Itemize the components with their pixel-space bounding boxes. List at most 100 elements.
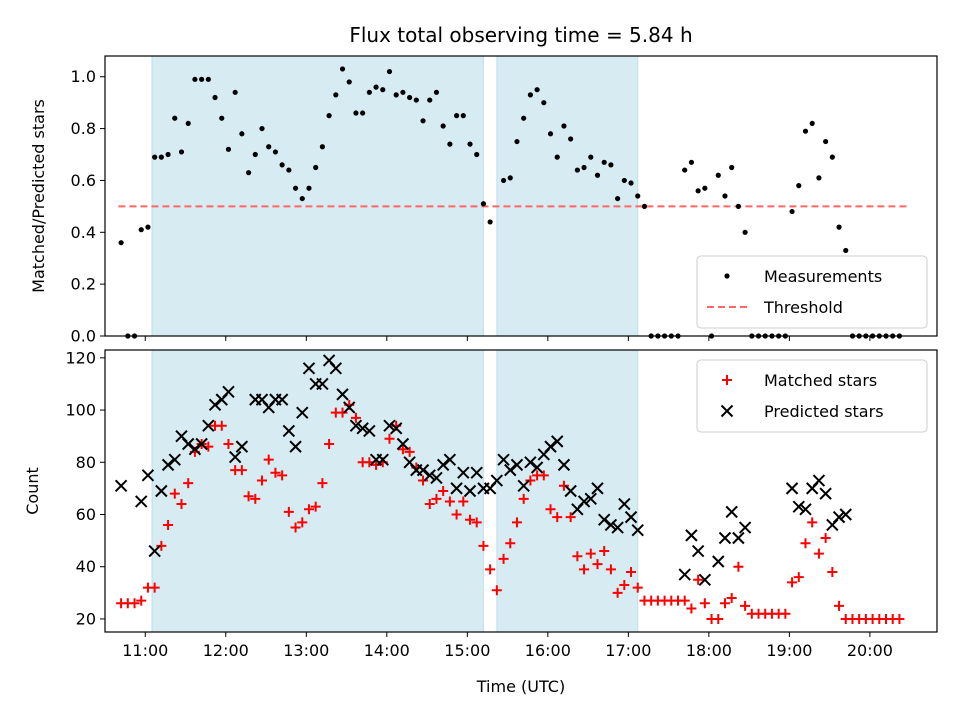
predicted-star-point: [329, 362, 343, 375]
predicted-star-point: [725, 505, 738, 519]
predicted-star-point: [557, 458, 571, 472]
matched-star-point: [800, 538, 811, 549]
plot-frame: [104, 349, 938, 633]
predicted-star-point: [712, 555, 725, 568]
matched-star-point: [404, 446, 415, 457]
legend-label: Threshold: [763, 298, 843, 317]
matched-star-point: [626, 566, 637, 577]
predicted-star-point: [436, 458, 450, 472]
measurement-point: [527, 92, 533, 98]
matched-star-point: [565, 512, 576, 523]
matched-star-point: [693, 574, 704, 585]
x-tick-label: 17:00: [605, 641, 651, 660]
matched-star-point: [418, 475, 429, 486]
measurement-point: [507, 175, 513, 181]
measurement-point: [366, 89, 372, 95]
measurement-point: [239, 131, 245, 137]
x-axis-label: Time (UTC): [476, 677, 565, 696]
measurement-point: [487, 219, 493, 225]
predicted-star-point: [732, 531, 745, 545]
measurement-point: [724, 273, 730, 279]
predicted-star-point: [624, 510, 638, 524]
predicted-star-point: [463, 484, 477, 498]
matched-star-point: [438, 486, 449, 496]
predicted-star-point: [819, 487, 832, 500]
observing-window-span: [496, 55, 639, 337]
legend-label: Matched stars: [764, 371, 877, 390]
measurement-point: [447, 141, 453, 147]
matched-star-point: [827, 566, 838, 577]
predicted-star-point: [155, 484, 168, 498]
measurement-point: [145, 224, 151, 230]
x-tick-label: 18:00: [686, 641, 732, 660]
matched-star-point: [740, 600, 751, 611]
measurement-point: [225, 146, 232, 152]
matched-star-point: [726, 593, 737, 604]
matched-star-point: [277, 470, 288, 481]
measurement-point: [561, 123, 567, 129]
x-tick-label: 13:00: [283, 641, 329, 660]
measurement-point: [286, 167, 292, 173]
measurement-point: [245, 170, 252, 176]
measurement-point: [272, 149, 279, 155]
predicted-star-point: [396, 437, 410, 451]
measurement-point: [353, 110, 359, 116]
predicted-star-point: [839, 508, 852, 521]
matched-star-point: [176, 499, 187, 510]
legend-label: Predicted stars: [764, 402, 884, 421]
predicted-star-point: [517, 479, 530, 492]
matched-star-point: [713, 613, 724, 624]
matched-star-point: [491, 585, 502, 596]
matched-star-point: [250, 493, 261, 504]
x-tick-label: 20:00: [847, 641, 893, 660]
measurement-point: [796, 183, 802, 189]
predicted-star-point: [316, 377, 329, 391]
measurement-point: [702, 185, 708, 191]
measurement-point: [581, 164, 587, 171]
predicted-star-point: [343, 401, 356, 414]
matched-star-point: [820, 533, 831, 543]
matched-star-point: [733, 561, 744, 572]
measurement-point: [534, 87, 540, 93]
measurement-point: [373, 84, 379, 90]
predicted-star-point: [792, 500, 805, 513]
matched-star-point: [465, 514, 476, 525]
predicted-star-point: [564, 484, 577, 498]
measurement-point: [380, 87, 386, 93]
measurement-point: [574, 167, 580, 173]
bottom-y-axis-label: Count: [23, 467, 42, 515]
predicted-star-point: [148, 544, 161, 558]
matched-star-point: [303, 504, 314, 515]
matched-star-point: [371, 459, 382, 470]
matched-star-point: [283, 506, 294, 517]
x-tick-label: 16:00: [525, 641, 571, 660]
predicted-star-point: [135, 495, 148, 508]
measurement-point: [541, 100, 547, 106]
measurement-point: [594, 172, 601, 178]
measurement-point: [474, 151, 480, 158]
measurement-point: [802, 128, 809, 134]
matched-star-point: [163, 519, 174, 530]
predicted-star-point: [450, 482, 463, 495]
predicted-star-point: [544, 440, 557, 453]
matched-star-point: [572, 551, 583, 562]
measurement-point: [500, 177, 507, 184]
matched-star-point: [324, 439, 335, 449]
matched-star-point: [478, 540, 489, 551]
matched-star-point: [813, 548, 824, 559]
predicted-star-point: [618, 497, 631, 511]
series-predicted-stars: [114, 354, 852, 586]
measurement-point: [568, 136, 574, 142]
y-tick-label: 80: [76, 453, 96, 472]
top-y-axis-label: Matched/Predicted stars: [29, 99, 48, 293]
matched-star-point: [317, 478, 328, 489]
measurement-point: [823, 138, 829, 145]
predicted-star-point: [812, 474, 826, 487]
matched-star-point: [834, 600, 845, 611]
predicted-star-point: [302, 362, 316, 375]
predicted-star-point: [356, 422, 369, 435]
matched-star-point: [243, 491, 254, 502]
matched-star-point: [545, 504, 556, 515]
measurement-point: [400, 89, 406, 95]
observing-window-span: [151, 349, 484, 633]
